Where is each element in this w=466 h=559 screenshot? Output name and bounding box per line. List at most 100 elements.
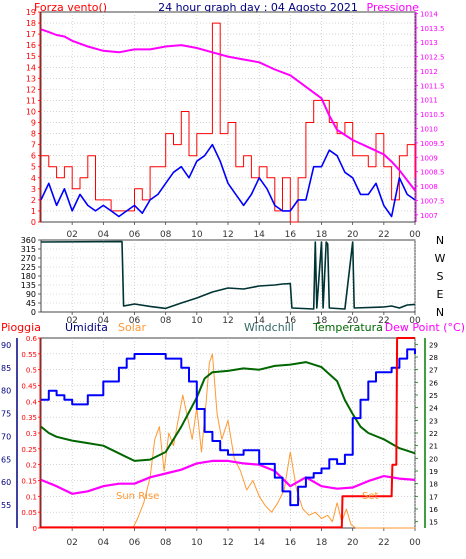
rain-y-tick-label: 0.45 xyxy=(21,383,37,391)
wind-y-tick-label: 19 xyxy=(26,8,36,17)
dir-x-tick-label: 06 xyxy=(129,316,141,326)
dir-y-tick-label: 45 xyxy=(26,299,36,308)
wind-y-tick-label: 18 xyxy=(26,19,36,28)
dir-y-tick-label: 90 xyxy=(26,290,36,299)
temp-y-tick-label: 19 xyxy=(429,468,438,476)
wind-y-tick-label: 17 xyxy=(26,30,36,39)
rain-y-tick-label: 0.2 xyxy=(26,462,37,470)
wind-gust-line xyxy=(41,22,416,223)
pressure-y-tick-label: 1012.5 xyxy=(420,54,445,62)
wind-y-tick-label: 0 xyxy=(31,218,36,227)
rain-y-tick-label: 0.55 xyxy=(21,351,37,359)
dir-x-tick-label: 04 xyxy=(98,316,110,326)
rain-y-tick-label: 0.5 xyxy=(26,367,37,375)
wind-y-tick-label: 12 xyxy=(26,85,36,94)
dir-x-tick-label: 12 xyxy=(222,316,233,326)
rain-label: Pioggia xyxy=(1,321,41,334)
temp-y-tick-label: 28 xyxy=(429,354,438,362)
pressure-y-tick-label: 1011 xyxy=(420,97,438,105)
humidity-label: Umidita xyxy=(65,321,108,334)
temp-y-tick-label: 24 xyxy=(429,405,438,413)
temp-y-tick-label: 25 xyxy=(429,392,438,400)
wind-x-tick-label: 02 xyxy=(66,230,77,240)
wind-x-tick-label: 06 xyxy=(129,230,141,240)
wind-x-tick-label: 00 xyxy=(409,230,421,240)
sunset-label: Set xyxy=(362,491,379,502)
dir-x-tick-label: 08 xyxy=(160,316,172,326)
wind-x-tick-label: 10 xyxy=(191,230,203,240)
wind-y-tick-label: 8 xyxy=(31,130,36,139)
wind-x-tick-label: 22 xyxy=(378,230,389,240)
temperature-line xyxy=(40,361,416,462)
wind-y-tick-label: 3 xyxy=(31,185,36,194)
dir-y-tick-label: 135 xyxy=(21,281,36,290)
rain-y-tick-label: 0.6 xyxy=(26,335,38,343)
solar-line xyxy=(41,353,415,529)
wind-y-tick-label: 14 xyxy=(26,63,36,72)
dir-x-tick-label: 02 xyxy=(66,316,77,326)
climate-x-tick-label: 14 xyxy=(253,538,265,548)
temp-y-tick-label: 20 xyxy=(429,455,438,463)
pressure-y-tick-label: 1010.5 xyxy=(420,111,445,119)
wind-x-tick-label: 18 xyxy=(316,230,328,240)
pressure-y-tick-label: 1013.5 xyxy=(420,25,445,33)
dir-x-tick-label: 18 xyxy=(316,316,328,326)
rain-y-tick-label: 0.25 xyxy=(21,446,37,454)
temp-y-tick-label: 26 xyxy=(429,379,438,387)
humidity-y-tick-label: 90 xyxy=(1,341,11,350)
humidity-y-tick-label: 75 xyxy=(1,410,11,419)
humidity-line xyxy=(41,348,416,507)
wind-y-tick-label: 1 xyxy=(31,207,36,216)
temp-y-tick-label: 16 xyxy=(429,506,438,514)
wind-y-tick-label: 2 xyxy=(31,196,36,205)
wind-y-tick-label: 6 xyxy=(31,152,36,161)
dir-x-tick-label: 10 xyxy=(191,316,203,326)
temp-y-tick-label: 27 xyxy=(429,367,438,375)
temp-y-tick-label: 22 xyxy=(429,430,438,438)
wind-y-tick-label: 4 xyxy=(31,174,36,183)
temp-y-tick-label: 15 xyxy=(429,519,438,527)
climate-x-tick-label: 12 xyxy=(222,538,233,548)
wind-x-tick-label: 16 xyxy=(285,230,297,240)
top-title: 24 hour graph day : 04 Agosto 2021 xyxy=(158,1,358,14)
sunrise-label: Sun Rise xyxy=(116,491,159,502)
rain-y-tick-label: 0.15 xyxy=(21,478,37,486)
climate-x-tick-label: 16 xyxy=(285,538,297,548)
rain-y-tick-label: 0.05 xyxy=(21,509,37,517)
humidity-y-tick-label: 70 xyxy=(1,432,11,441)
solar-label: Solar xyxy=(118,321,147,334)
wind-x-tick-label: 08 xyxy=(160,230,172,240)
wind-y-tick-label: 5 xyxy=(31,163,36,172)
wind-y-tick-label: 13 xyxy=(26,74,36,83)
dir-y-tick-label: 315 xyxy=(21,245,36,254)
temperature-label: Temperatura xyxy=(312,321,383,334)
pressure-y-tick-label: 1010 xyxy=(420,126,438,134)
pressure-y-tick-label: 1009.5 xyxy=(420,140,445,148)
rain-y-tick-label: 0.4 xyxy=(26,398,38,406)
top-left-label: Forza vento() xyxy=(34,1,107,14)
climate-x-tick-label: 00 xyxy=(409,538,421,548)
humidity-y-tick-label: 65 xyxy=(1,455,11,464)
pressure-y-tick-label: 1014 xyxy=(420,10,438,18)
climate-x-tick-label: 08 xyxy=(160,538,172,548)
temp-y-tick-label: 21 xyxy=(429,443,438,451)
humidity-y-tick-label: 60 xyxy=(1,478,11,487)
wind-y-tick-label: 9 xyxy=(31,119,36,128)
pressure-y-tick-label: 1008.5 xyxy=(420,169,445,177)
top-right-label: Pressione xyxy=(367,1,420,14)
dewpoint-label: Dew Point (°C) xyxy=(385,321,465,334)
rain-y-tick-label: 0.1 xyxy=(26,493,37,501)
wind-y-tick-label: 11 xyxy=(26,96,36,105)
wind-x-tick-label: 14 xyxy=(253,230,265,240)
wind-direction-line xyxy=(40,240,416,310)
humidity-y-tick-label: 80 xyxy=(1,387,11,396)
dir-x-tick-label: 16 xyxy=(285,316,297,326)
temp-y-tick-label: 29 xyxy=(429,341,438,349)
wind-x-tick-label: 12 xyxy=(222,230,233,240)
climate-x-tick-label: 22 xyxy=(378,538,389,548)
dir-y-tick-label: 360 xyxy=(21,236,36,245)
pressure-y-tick-label: 1007.5 xyxy=(420,197,445,205)
dir-x-tick-label: 00 xyxy=(409,316,421,326)
pressure-y-tick-label: 1007 xyxy=(420,212,438,220)
